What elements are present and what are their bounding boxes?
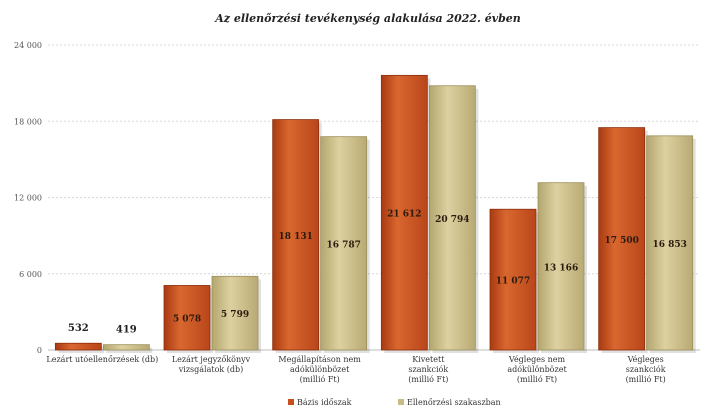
y-tick-label: 6 000 (19, 270, 42, 279)
bar-value-label: 532 (68, 323, 89, 334)
bar (428, 85, 476, 351)
x-tick-label: (millió Ft) (517, 375, 557, 384)
bars: 532 419 5 078 5 799 18 131 16 787 21 612 20 794… (54, 74, 696, 353)
x-tick-label: (millió Ft) (300, 375, 340, 384)
y-tick-label: 18 000 (14, 117, 42, 126)
x-tick-label: szankciók (626, 365, 666, 374)
bar-value-label: 16 853 (652, 240, 686, 250)
legend-swatch (398, 399, 404, 405)
bar (163, 285, 211, 351)
bar-value-label: 20 794 (435, 215, 469, 225)
gridlines (48, 44, 700, 351)
x-tick-label: Megállapításon nem (278, 355, 361, 364)
x-tick-label: Végleges (627, 355, 664, 364)
x-tick-label: adókülönbözet (507, 365, 567, 374)
bar (211, 275, 259, 351)
bar (320, 136, 368, 351)
bar (54, 342, 102, 351)
bar (598, 127, 646, 351)
legend-swatch (288, 399, 294, 405)
x-tick-label: vizsgálatok (db) (178, 365, 244, 374)
x-tick-label: Lezárt jegyzőkönyv (172, 355, 251, 364)
y-tick-label: 0 (37, 346, 42, 355)
bar-value-label: 5 078 (173, 315, 201, 325)
bar (272, 119, 320, 351)
x-tick-label: (millió Ft) (626, 375, 666, 384)
x-tick-label: (millió Ft) (408, 375, 448, 384)
chart-title: Az ellenőrzési tevékenység alakulása 202… (214, 12, 521, 25)
bar (489, 208, 537, 351)
legend: Bázis időszak Ellenőrzési szakaszban (288, 398, 501, 407)
y-tick-label: 12 000 (14, 194, 42, 203)
bar (102, 344, 150, 351)
bar-value-label: 11 077 (496, 277, 530, 287)
y-tick-label: 24 000 (14, 41, 42, 50)
legend-label: Bázis időszak (297, 398, 352, 407)
bar-value-label: 18 131 (278, 232, 312, 242)
x-tick-label: adókülönbözet (290, 365, 350, 374)
x-tick-label: Kivetett (412, 355, 445, 364)
bar-value-label: 16 787 (326, 240, 360, 250)
legend-label: Ellenőrzési szakaszban (407, 398, 501, 407)
bar (646, 135, 694, 351)
x-axis-categories: Lezárt utóellenőrzések (db) Lezárt jegyző… (46, 355, 665, 384)
bar (537, 182, 585, 351)
bar-value-label: 419 (116, 325, 137, 336)
bar-value-label: 21 612 (387, 210, 421, 220)
bar-value-label: 5 799 (221, 310, 249, 320)
x-tick-label: szankciók (408, 365, 448, 374)
bar-value-label: 17 500 (604, 236, 638, 246)
x-tick-label: Lezárt utóellenőrzések (db) (46, 355, 158, 364)
y-axis-ticks: 0 6 000 12 000 18 000 24 000 (14, 41, 42, 355)
bar-value-label: 13 166 (544, 263, 578, 273)
x-tick-label: Végleges nem (508, 355, 566, 364)
bar (380, 74, 428, 351)
